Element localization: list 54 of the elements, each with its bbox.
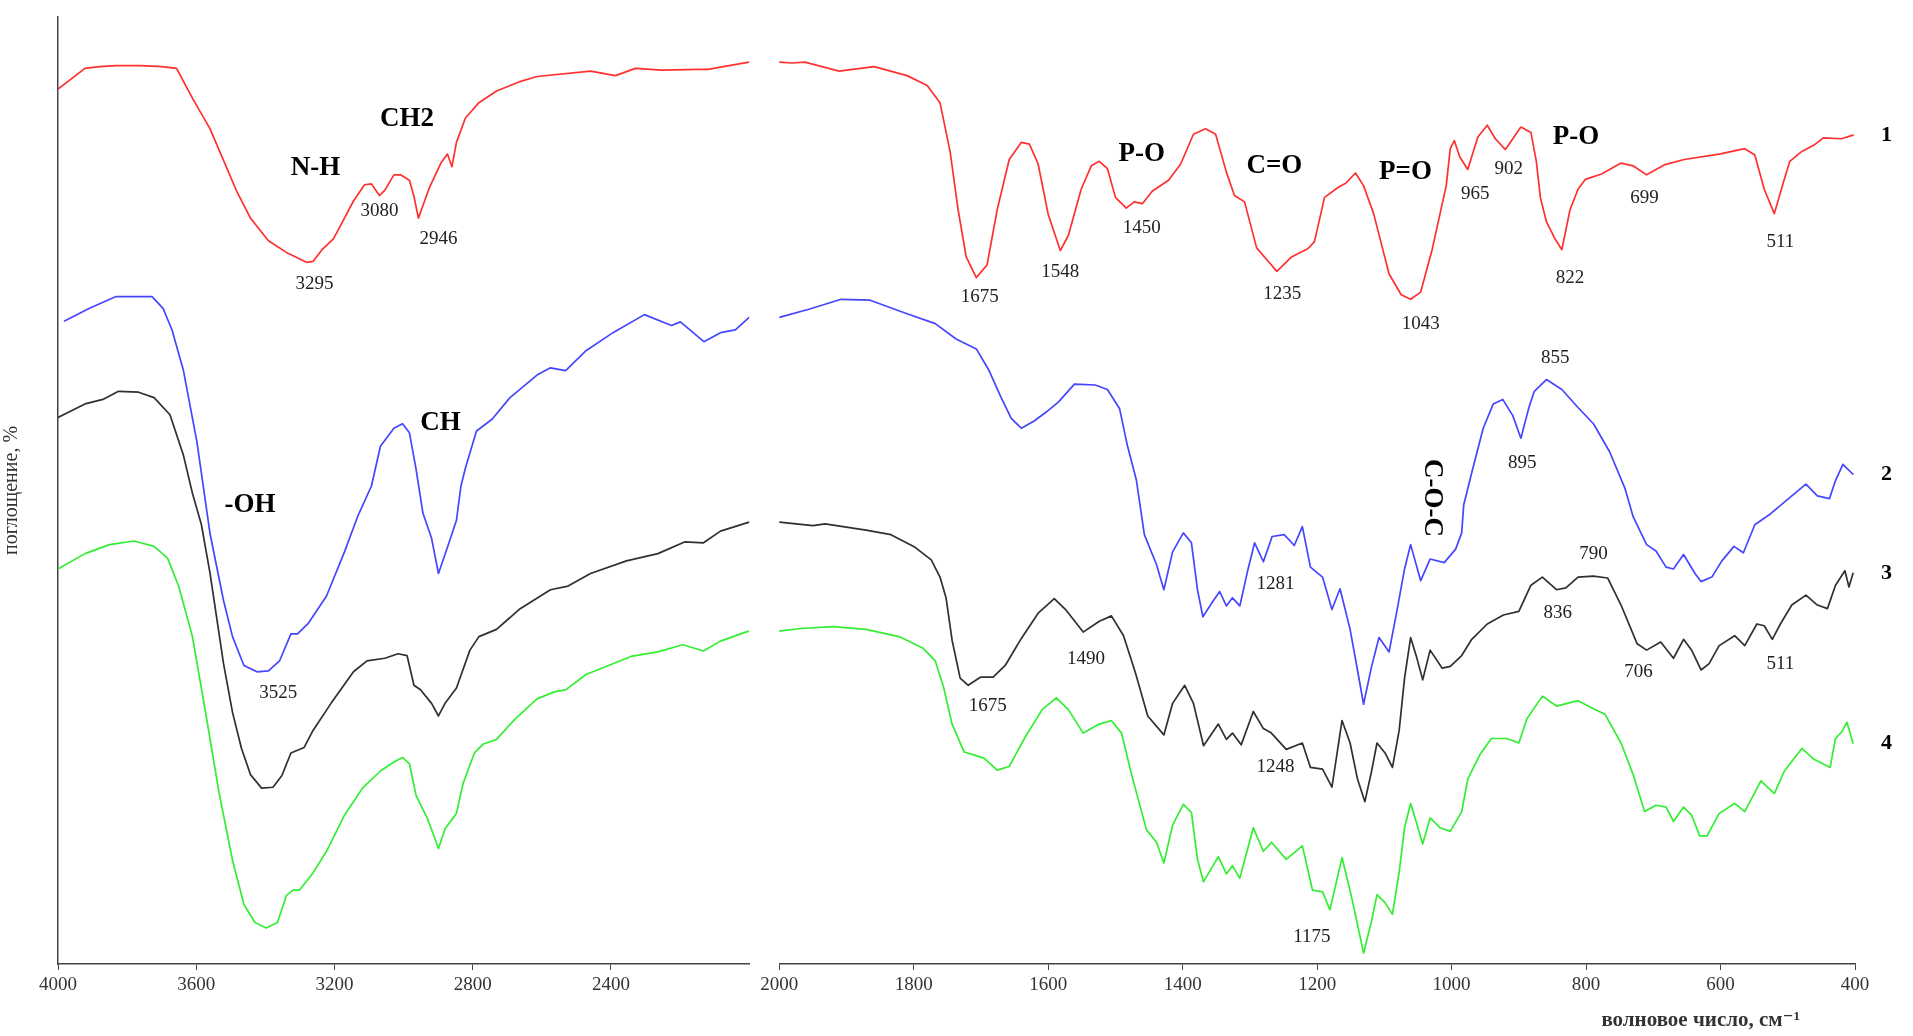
x-axis-title: волновое число, см⁻¹	[1601, 1007, 1800, 1031]
x-tick-label: 1200	[1298, 973, 1337, 995]
series-label: 2	[1881, 459, 1892, 485]
x-tick-label: 400	[1840, 973, 1870, 995]
x-tick-label: 2000	[760, 973, 799, 995]
annotation: 1675	[960, 285, 999, 307]
annotation: 1450	[1122, 215, 1161, 237]
annotation: 3525	[259, 680, 298, 702]
annotation: 511	[1766, 229, 1795, 251]
annotation: 3295	[295, 271, 334, 293]
x-tick-label: 2400	[591, 973, 630, 995]
annotation: P-O	[1552, 119, 1600, 150]
x-tick-label: 3600	[177, 973, 216, 995]
annotation: 1675	[968, 694, 1007, 716]
annotation: 511	[1766, 651, 1795, 673]
annotation: 822	[1555, 265, 1585, 287]
annotation: 1175	[1293, 925, 1331, 947]
annotation: CH2	[380, 102, 435, 133]
annotation: -OH	[224, 487, 276, 518]
annotation: P-O	[1118, 136, 1165, 167]
annotation: 1490	[1066, 647, 1105, 669]
annotation: 965	[1460, 181, 1490, 203]
x-tick-label: 3200	[315, 973, 354, 995]
x-tick-label: 1800	[894, 973, 933, 995]
annotation: 1235	[1263, 281, 1302, 303]
annotation: 1043	[1401, 312, 1440, 334]
x-tick-label: 1000	[1432, 973, 1471, 995]
annotation: CH	[420, 405, 461, 436]
annotation: 1548	[1041, 259, 1080, 281]
annotation: 1281	[1256, 571, 1295, 593]
x-tick-label: 1400	[1163, 973, 1202, 995]
annotation: P=O	[1379, 154, 1432, 185]
annotation: 836	[1543, 600, 1573, 622]
x-tick-label: 4000	[39, 973, 77, 995]
x-tick-label: 1600	[1029, 973, 1068, 995]
annotation: 895	[1507, 450, 1537, 472]
y-axis-title: поглощение, %	[0, 425, 23, 556]
x-tick-label: 800	[1571, 973, 1601, 995]
annotation: 2946	[419, 227, 458, 249]
series-label: 4	[1881, 728, 1892, 754]
annotation: 902	[1494, 157, 1524, 179]
annotation: 1248	[1256, 754, 1295, 776]
x-tick-label: 2800	[453, 973, 492, 995]
annotation: N-H	[290, 150, 341, 181]
annotation: 699	[1630, 186, 1659, 208]
annotation: 790	[1579, 542, 1608, 564]
annotation: C-O-C	[1419, 458, 1450, 537]
x-tick-label: 600	[1706, 973, 1735, 995]
series-label: 1	[1881, 120, 1892, 146]
series-label: 3	[1881, 559, 1892, 585]
annotation: 706	[1624, 659, 1653, 681]
annotation: 3080	[360, 198, 399, 220]
annotation: C=O	[1246, 149, 1303, 180]
annotation: 855	[1540, 345, 1570, 367]
